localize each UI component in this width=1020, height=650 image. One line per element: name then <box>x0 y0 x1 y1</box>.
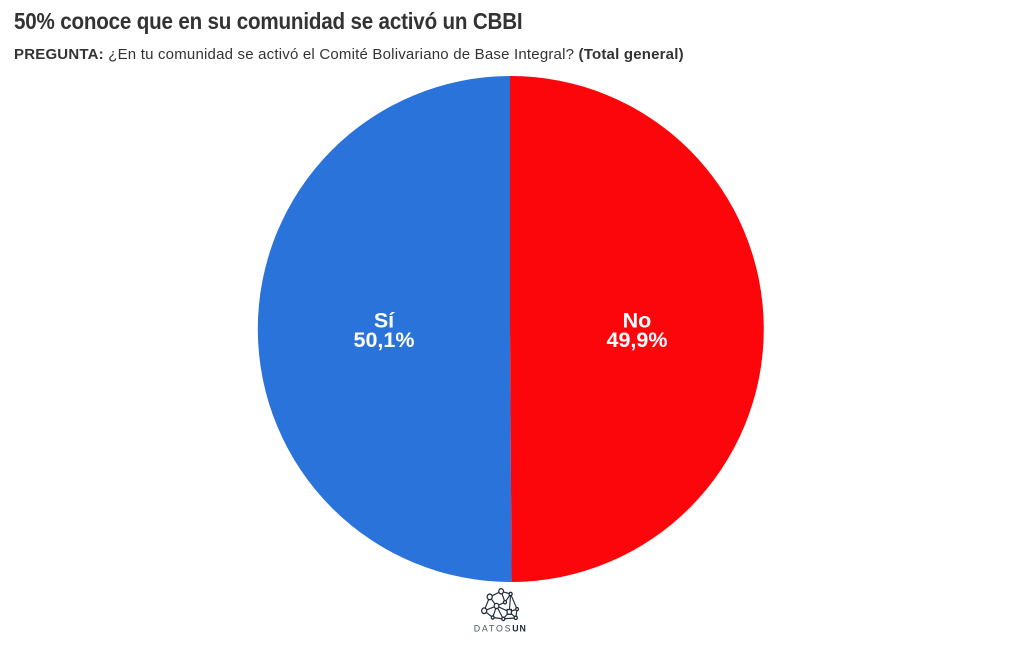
svg-text:Sí: Sí <box>374 309 395 333</box>
svg-text:No: No <box>623 309 652 333</box>
svg-text:DATOSUN: DATOSUN <box>474 623 527 633</box>
svg-text:50,1%: 50,1% <box>354 328 415 352</box>
svg-text:49,9%: 49,9% <box>607 328 668 352</box>
